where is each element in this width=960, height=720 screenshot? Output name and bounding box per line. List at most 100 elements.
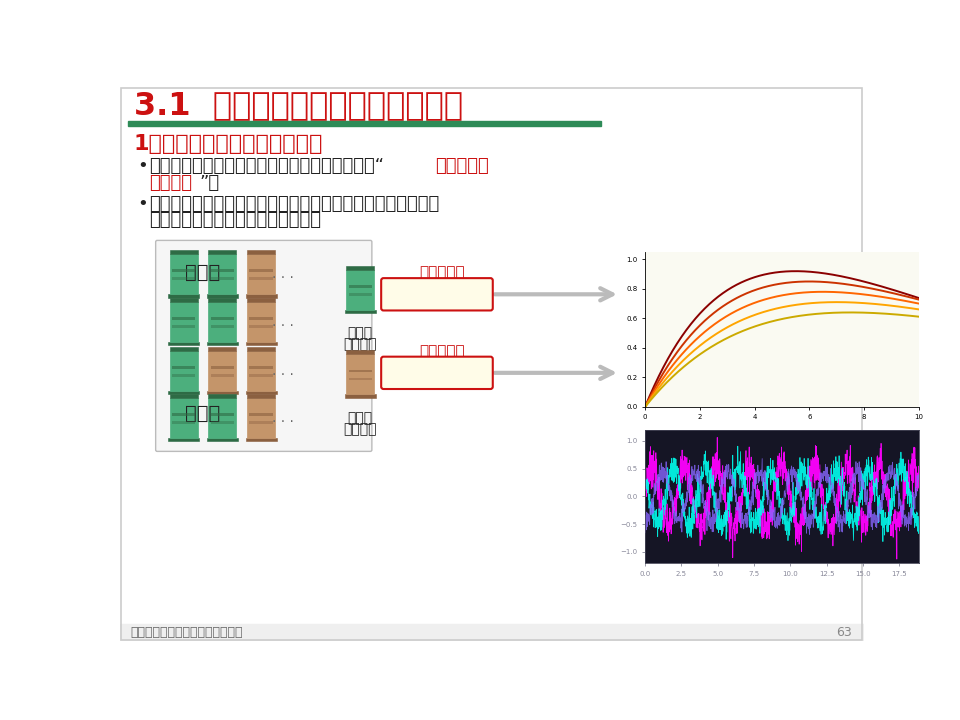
Bar	[208, 298, 236, 302]
Bar	[210, 366, 234, 369]
Text: 提高新能源利用率: 提高新能源利用率	[692, 316, 772, 334]
Bar	[210, 269, 234, 272]
Bar	[347, 270, 374, 310]
Text: Droop 控制: Droop 控制	[397, 365, 477, 380]
Bar	[347, 354, 374, 395]
Bar	[170, 398, 198, 438]
FancyBboxPatch shape	[156, 240, 372, 451]
Bar	[170, 251, 198, 254]
Text: . . .: . . .	[272, 411, 294, 426]
Bar	[208, 395, 236, 398]
Bar	[208, 302, 236, 342]
Bar	[210, 325, 234, 328]
Text: . . .: . . .	[272, 364, 294, 377]
Text: 最大功率点跟踪: 最大功率点跟踪	[403, 287, 470, 302]
Bar	[206, 342, 238, 346]
Bar	[170, 351, 198, 390]
Text: . . .: . . .	[272, 315, 294, 329]
Bar	[250, 269, 273, 272]
Bar	[208, 346, 236, 351]
Bar	[168, 438, 199, 441]
Bar	[170, 298, 198, 302]
Bar	[247, 254, 275, 294]
Bar	[250, 277, 273, 280]
Bar	[247, 398, 275, 438]
Text: 模式运行: 模式运行	[344, 422, 377, 436]
Bar	[168, 294, 199, 297]
Text: 控制系统: 控制系统	[150, 174, 192, 192]
Bar	[246, 294, 276, 297]
Bar	[210, 421, 234, 424]
Text: 当采用双模式控制后，将在多逆变器系统中形成“: 当采用双模式控制后，将在多逆变器系统中形成“	[150, 157, 385, 175]
Bar	[210, 277, 234, 280]
Text: 3.1  混合模式并网控制的基本思路: 3.1 混合模式并网控制的基本思路	[134, 90, 463, 121]
Bar	[347, 266, 374, 270]
Bar	[170, 395, 198, 398]
Text: 式并网逆变器弱网下的动稳态性能。: 式并网逆变器弱网下的动稳态性能。	[150, 212, 322, 230]
Bar	[206, 294, 238, 297]
Text: 通过切换一定容量比例的电压源模式运行，保证多数电流源模: 通过切换一定容量比例的电压源模式运行，保证多数电流源模	[150, 195, 440, 213]
Bar	[172, 374, 195, 377]
Bar	[172, 421, 195, 424]
Bar	[210, 413, 234, 416]
Bar	[348, 285, 372, 288]
Text: 电压源模式: 电压源模式	[419, 345, 465, 359]
Text: 电压源: 电压源	[348, 411, 372, 426]
Bar	[128, 121, 601, 127]
Bar	[345, 310, 375, 313]
Bar	[170, 346, 198, 351]
Text: 电流源: 电流源	[348, 327, 372, 341]
Text: ”；: ”；	[200, 174, 220, 192]
Text: •: •	[137, 195, 148, 213]
Bar	[172, 366, 195, 369]
Text: 63: 63	[836, 626, 852, 639]
Bar	[250, 421, 273, 424]
Bar	[250, 366, 273, 369]
Bar	[172, 413, 195, 416]
Text: 数量？: 数量？	[185, 404, 221, 423]
Text: . . .: . . .	[272, 267, 294, 282]
Bar	[247, 346, 275, 351]
Bar	[120, 624, 864, 641]
Text: •: •	[137, 157, 148, 175]
Bar	[246, 438, 276, 441]
Bar	[250, 318, 273, 320]
Bar	[208, 351, 236, 390]
Bar	[247, 395, 275, 398]
Bar	[206, 390, 238, 394]
Bar	[170, 254, 198, 294]
Bar	[172, 318, 195, 320]
Bar	[206, 438, 238, 441]
Bar	[246, 342, 276, 346]
Bar	[247, 302, 275, 342]
Bar	[172, 277, 195, 280]
Bar	[347, 351, 374, 354]
Bar	[250, 325, 273, 328]
Bar	[168, 390, 199, 394]
FancyBboxPatch shape	[381, 356, 492, 389]
Bar	[246, 390, 276, 394]
Text: 1）双模式混合控制策略的提出: 1）双模式混合控制策略的提出	[134, 134, 324, 154]
Bar	[170, 302, 198, 342]
Text: 双模式混合: 双模式混合	[435, 157, 489, 175]
Bar	[168, 342, 199, 346]
Text: 分布？: 分布？	[185, 264, 221, 282]
Bar	[348, 293, 372, 296]
FancyBboxPatch shape	[381, 278, 492, 310]
Bar	[250, 413, 273, 416]
Text: 电流源模式: 电流源模式	[419, 265, 465, 280]
Bar	[247, 351, 275, 390]
Bar	[345, 395, 375, 397]
Bar	[208, 398, 236, 438]
Bar	[348, 377, 372, 380]
Bar	[172, 269, 195, 272]
Text: 中国电工技术学会新媒体平台发布: 中国电工技术学会新媒体平台发布	[131, 626, 243, 639]
Text: 模式运行: 模式运行	[344, 338, 377, 351]
Bar	[208, 254, 236, 294]
Bar	[210, 374, 234, 377]
Bar	[210, 318, 234, 320]
Bar	[247, 251, 275, 254]
Bar	[172, 325, 195, 328]
Text: 支撑电网稳定: 支撑电网稳定	[703, 468, 762, 486]
Bar	[348, 369, 372, 372]
